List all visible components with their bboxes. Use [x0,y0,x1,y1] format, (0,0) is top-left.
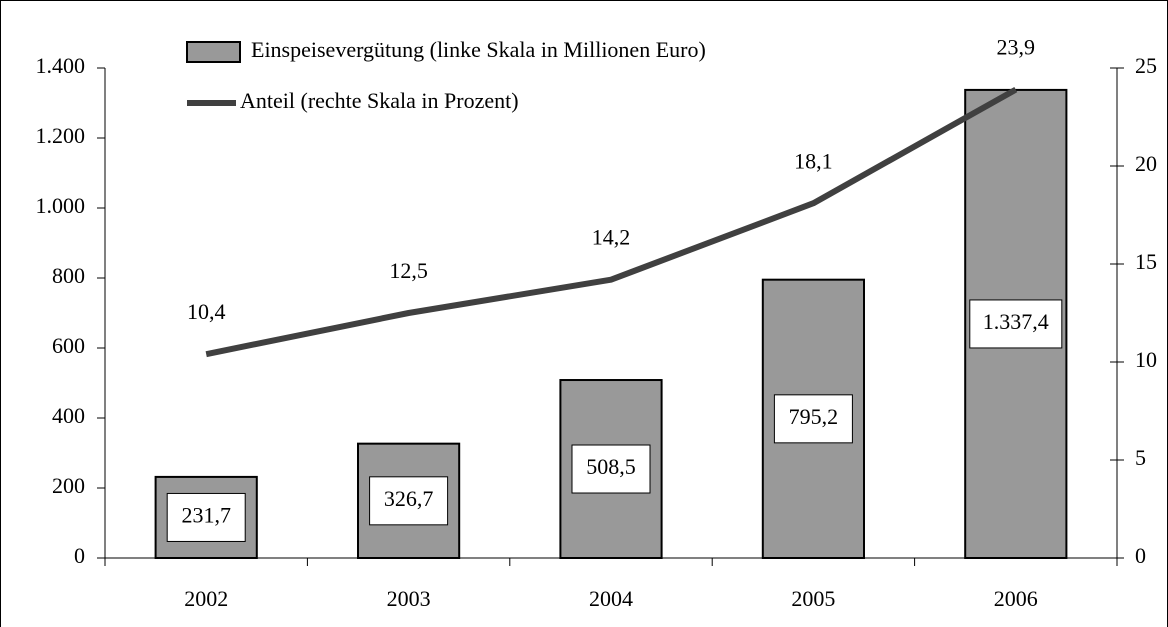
value-label: 795,2 [789,404,839,429]
value-label: 1.337,4 [983,309,1049,334]
y-tick-label: 0 [74,543,85,568]
value-label: 10,4 [187,299,226,324]
y-tick-label: 1.200 [36,123,86,148]
value-label: 23,9 [997,35,1036,60]
y-tick-label: 200 [52,473,85,498]
x-tick-label: 2005 [791,586,835,611]
value-label-box [773,394,853,444]
value-label-box [166,492,246,542]
x-tick-label: 2003 [387,586,431,611]
legend-label: Einspeisevergütung (linke Skala in Milli… [251,37,706,62]
value-label-box [571,444,651,494]
x-tick-label: 2006 [994,586,1038,611]
y-tick-label: 600 [52,333,85,358]
value-label: 231,7 [181,502,231,527]
y-tick-label: 1.000 [36,193,86,218]
y2-tick-label: 20 [1135,151,1157,176]
value-label: 326,7 [384,486,434,511]
legend-swatch [186,41,241,63]
y-tick-label: 400 [52,403,85,428]
value-label-box [369,476,449,526]
value-label: 12,5 [389,258,428,283]
legend-label: Anteil (rechte Skala in Prozent) [240,88,519,113]
value-label: 508,5 [586,454,636,479]
line [205,86,1018,358]
value-label-box [969,299,1063,349]
y-tick-label: 800 [52,263,85,288]
value-label: 14,2 [592,225,631,250]
y-tick-label: 1.400 [36,53,86,78]
value-label: 18,1 [794,148,833,173]
x-tick-label: 2002 [184,586,228,611]
y2-tick-label: 10 [1135,347,1157,372]
y2-tick-label: 25 [1135,53,1157,78]
y2-tick-label: 5 [1135,445,1146,470]
x-tick-label: 2004 [589,586,633,611]
y2-tick-label: 0 [1135,543,1146,568]
y2-tick-label: 15 [1135,249,1157,274]
